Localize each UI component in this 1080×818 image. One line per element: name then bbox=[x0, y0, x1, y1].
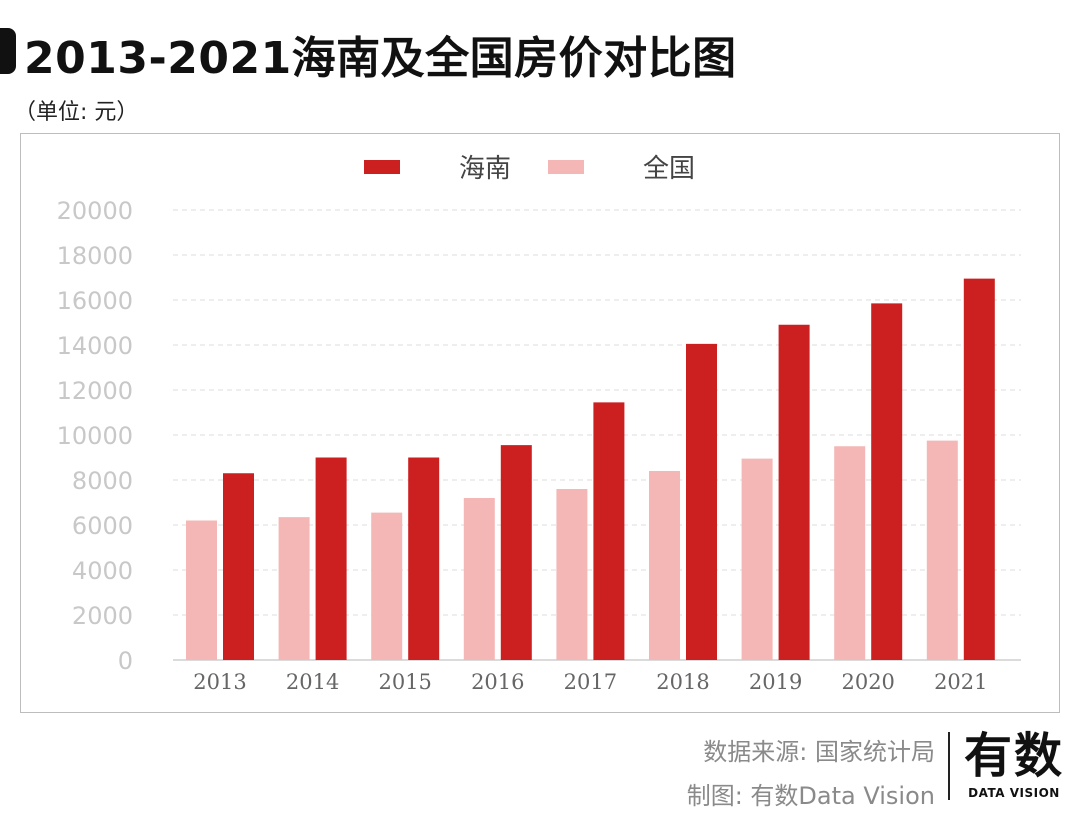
bar-national-2014 bbox=[278, 517, 310, 660]
x-tick-label: 2013 bbox=[193, 670, 246, 694]
bar-national-2018 bbox=[649, 471, 680, 660]
x-tick-label: 2015 bbox=[378, 670, 431, 694]
bar-hainan-2017 bbox=[593, 402, 625, 660]
source-text: 数据来源: 国家统计局 bbox=[703, 738, 935, 766]
bar-national-2016 bbox=[463, 498, 495, 660]
x-tick-label: 2017 bbox=[564, 670, 617, 694]
x-tick-label: 2016 bbox=[471, 670, 524, 694]
bar-hainan-2020 bbox=[871, 303, 903, 660]
y-tick-label: 4000 bbox=[72, 557, 133, 585]
x-tick-label: 2014 bbox=[286, 670, 339, 694]
bar-hainan-2019 bbox=[778, 324, 810, 660]
logo-text: 有数 bbox=[963, 728, 1064, 784]
bar-hainan-2021 bbox=[963, 278, 995, 660]
bar-national-2019 bbox=[741, 458, 773, 660]
bar-national-2020 bbox=[834, 446, 866, 660]
unit-label: （单位: 元） bbox=[14, 100, 139, 125]
bar-national-2021 bbox=[926, 440, 958, 660]
legend-swatch-hainan bbox=[364, 160, 400, 174]
x-tick-label: 2018 bbox=[656, 670, 709, 694]
logo-subtext: DATA VISION bbox=[968, 786, 1060, 800]
legend-label: 海南 bbox=[459, 154, 511, 184]
legend-label: 全国 bbox=[643, 154, 695, 184]
bar-hainan-2014 bbox=[315, 457, 347, 660]
bar-hainan-2018 bbox=[686, 343, 717, 660]
y-tick-label: 6000 bbox=[72, 512, 133, 540]
y-tick-label: 14000 bbox=[57, 332, 133, 360]
legend-swatch-national bbox=[548, 160, 584, 174]
bar-hainan-2015 bbox=[408, 457, 440, 660]
bar-national-2017 bbox=[556, 489, 588, 660]
y-tick-label: 20000 bbox=[57, 197, 133, 225]
bar-national-2013 bbox=[186, 520, 217, 660]
x-tick-label: 2020 bbox=[841, 670, 894, 694]
x-tick-label: 2019 bbox=[749, 670, 802, 694]
y-tick-label: 16000 bbox=[57, 287, 133, 315]
footer: 数据来源: 国家统计局 制图: 有数Data Vision bbox=[687, 730, 935, 818]
bar-national-2015 bbox=[371, 512, 403, 660]
y-tick-label: 8000 bbox=[72, 467, 133, 495]
chart-title: 2013-2021海南及全国房价对比图 bbox=[24, 33, 737, 84]
x-tick-label: 2021 bbox=[934, 670, 987, 694]
brand-logo: 有数 DATA VISION bbox=[958, 728, 1070, 800]
bar-chart: 0 2000 4000 6000 8000 10000 12000 14000 16000 180… bbox=[57, 154, 1021, 694]
y-tick-label: 0 bbox=[118, 647, 133, 675]
y-tick-label: 2000 bbox=[72, 602, 133, 630]
bar-hainan-2016 bbox=[500, 445, 532, 660]
y-tick-label: 18000 bbox=[57, 242, 133, 270]
y-tick-label: 10000 bbox=[57, 422, 133, 450]
title-accent-bar bbox=[0, 28, 16, 74]
bar-hainan-2013 bbox=[223, 473, 254, 660]
y-tick-label: 12000 bbox=[57, 377, 133, 405]
chart-frame: 0 2000 4000 6000 8000 10000 12000 14000 16000 180… bbox=[20, 133, 1060, 713]
credit-text: 制图: 有数Data Vision bbox=[686, 782, 935, 810]
logo-divider bbox=[948, 732, 950, 800]
